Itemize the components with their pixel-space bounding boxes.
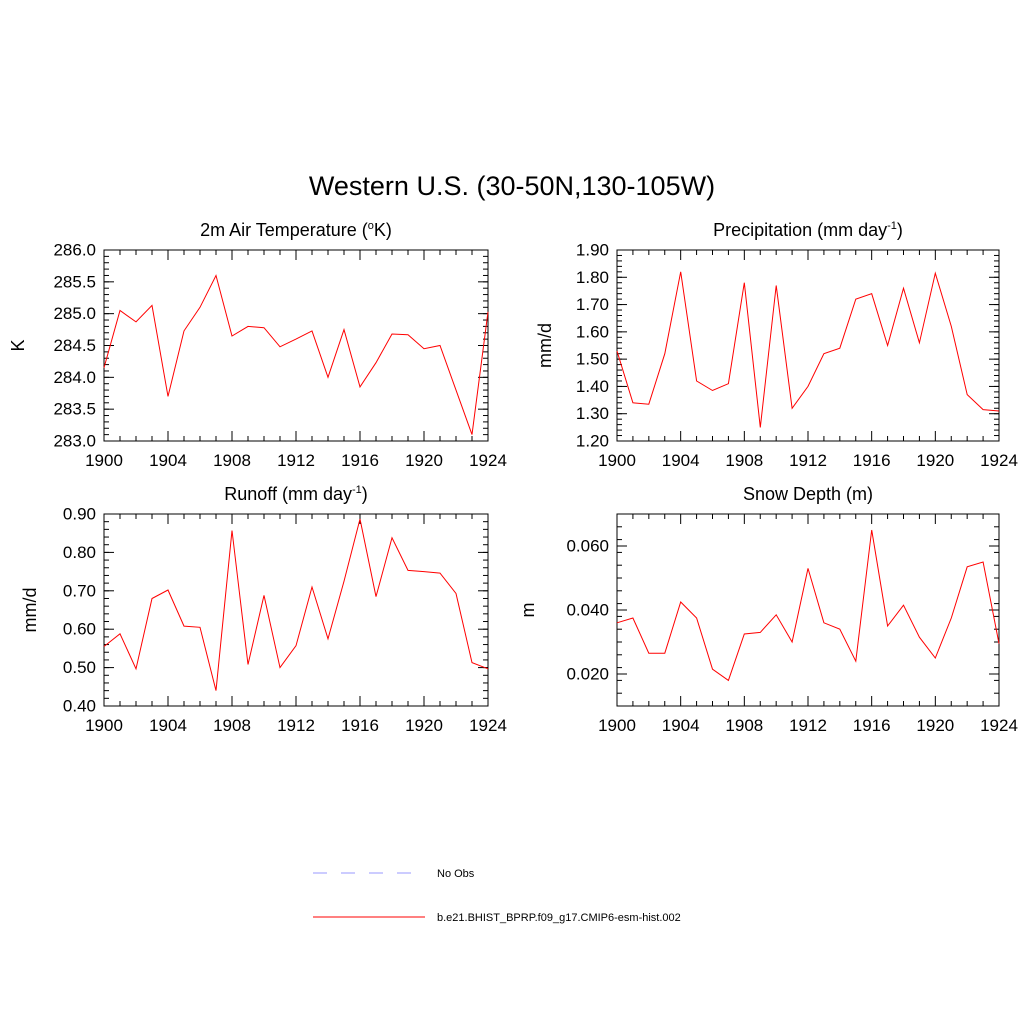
plot-frame (103, 513, 489, 707)
plot-frame (103, 249, 489, 442)
y-tick-label: 1.60 (576, 322, 609, 341)
y-tick-label: 1.30 (576, 404, 609, 423)
panel-title: Runoff (mm day-1) (224, 484, 368, 504)
x-tick-label: 1912 (277, 451, 315, 470)
legend-label-no-obs: No Obs (437, 868, 475, 880)
legend: No Obs b.e21.BHIST_BPRP.f09_g17.CMIP6-es… (313, 868, 681, 924)
y-tick-label: 1.90 (576, 241, 609, 260)
x-tick-label: 1904 (662, 451, 700, 470)
x-tick-label: 1904 (149, 451, 187, 470)
x-tick-label: 1916 (853, 451, 891, 470)
panel-3: Runoff (mm day-1) mm/d 1900 1904 1908 1912 191… (20, 484, 507, 735)
y-tick-label: 283.0 (53, 432, 96, 451)
y-tick-label: 0.060 (566, 537, 609, 556)
plot-frame (616, 249, 1000, 442)
x-tick-label: 1908 (725, 716, 763, 735)
figure-title: Western U.S. (30-50N,130-105W) (309, 171, 715, 201)
series-line (616, 271, 1000, 428)
y-tick-label: 0.60 (63, 620, 96, 639)
y-tick-label: 284.0 (53, 368, 96, 387)
y-tick-label: 286.0 (53, 241, 96, 260)
y-tick-label: 0.50 (63, 658, 96, 677)
panel-title-rest: K) (374, 220, 392, 240)
panel-title-sup: -1 (887, 220, 897, 232)
panel-title-sup: o (368, 220, 374, 232)
panel-1: 2m Air Temperature (oK) K 1900 1904 1908 1912… (8, 220, 507, 470)
x-tick-label: 1916 (853, 716, 891, 735)
y-axis-label: m (518, 603, 538, 618)
x-tick-label: 1908 (213, 716, 251, 735)
y-tick-label: 0.80 (63, 543, 96, 562)
x-tick-label: 1908 (213, 451, 251, 470)
panel-title-main: Snow Depth (m) (743, 484, 873, 504)
x-tick-label: 1916 (341, 451, 379, 470)
x-tick-label: 1904 (662, 716, 700, 735)
x-tick-label: 1924 (980, 451, 1018, 470)
panel-title-rest: ) (362, 484, 368, 504)
y-tick-label: 1.50 (576, 350, 609, 369)
x-tick-label: 1924 (469, 451, 507, 470)
x-tick-label: 1920 (405, 451, 443, 470)
y-tick-label: 283.5 (53, 400, 96, 419)
series-line (616, 529, 1000, 682)
panel-title: Precipitation (mm day-1) (713, 220, 903, 240)
x-tick-label: 1924 (980, 716, 1018, 735)
panels: 2m Air Temperature (oK) K 1900 1904 1908 1912… (8, 220, 1018, 735)
panel-title-main: 2m Air Temperature ( (200, 220, 368, 240)
panel-2: Precipitation (mm day-1) mm/d 1900 1904 1908… (535, 220, 1018, 470)
panel-4: Snow Depth (m) m 1900 1904 1908 1912 1916 1920 1… (518, 484, 1018, 735)
x-tick-label: 1912 (789, 451, 827, 470)
y-tick-label: 285.0 (53, 304, 96, 323)
y-tick-label: 0.90 (63, 505, 96, 524)
x-tick-label: 1900 (85, 451, 123, 470)
x-tick-label: 1920 (916, 451, 954, 470)
panel-title-main: Precipitation (mm day (713, 220, 887, 240)
x-tick-label: 1920 (405, 716, 443, 735)
x-tick-label: 1904 (149, 716, 187, 735)
panel-title: Snow Depth (m) (743, 484, 873, 504)
x-tick-label: 1900 (598, 716, 636, 735)
legend-label-model: b.e21.BHIST_BPRP.f09_g17.CMIP6-esm-hist.… (437, 912, 681, 924)
panel-title-sup: -1 (352, 484, 362, 496)
x-tick-label: 1916 (341, 716, 379, 735)
y-tick-label: 1.80 (576, 268, 609, 287)
y-tick-label: 0.040 (566, 601, 609, 620)
y-tick-label: 1.20 (576, 432, 609, 451)
y-tick-label: 284.5 (53, 336, 96, 355)
x-tick-label: 1912 (277, 716, 315, 735)
x-tick-label: 1908 (725, 451, 763, 470)
y-tick-label: 0.40 (63, 697, 96, 716)
x-tick-label: 1900 (598, 451, 636, 470)
x-tick-label: 1912 (789, 716, 827, 735)
plot-frame (616, 513, 1000, 707)
y-tick-label: 1.40 (576, 377, 609, 396)
y-axis-label: mm/d (535, 323, 555, 368)
x-tick-label: 1920 (916, 716, 954, 735)
panel-title-rest: ) (897, 220, 903, 240)
y-tick-label: 285.5 (53, 272, 96, 291)
y-axis-label: mm/d (20, 588, 40, 633)
panel-title-main: Runoff (mm day (224, 484, 352, 504)
y-tick-label: 0.70 (63, 581, 96, 600)
panel-title: 2m Air Temperature (oK) (200, 220, 392, 240)
series-line (103, 274, 489, 435)
x-tick-label: 1900 (85, 716, 123, 735)
y-axis-label: K (8, 339, 28, 351)
x-tick-label: 1924 (469, 716, 507, 735)
y-tick-label: 1.70 (576, 295, 609, 314)
y-tick-label: 0.020 (566, 665, 609, 684)
series-line (103, 518, 489, 691)
